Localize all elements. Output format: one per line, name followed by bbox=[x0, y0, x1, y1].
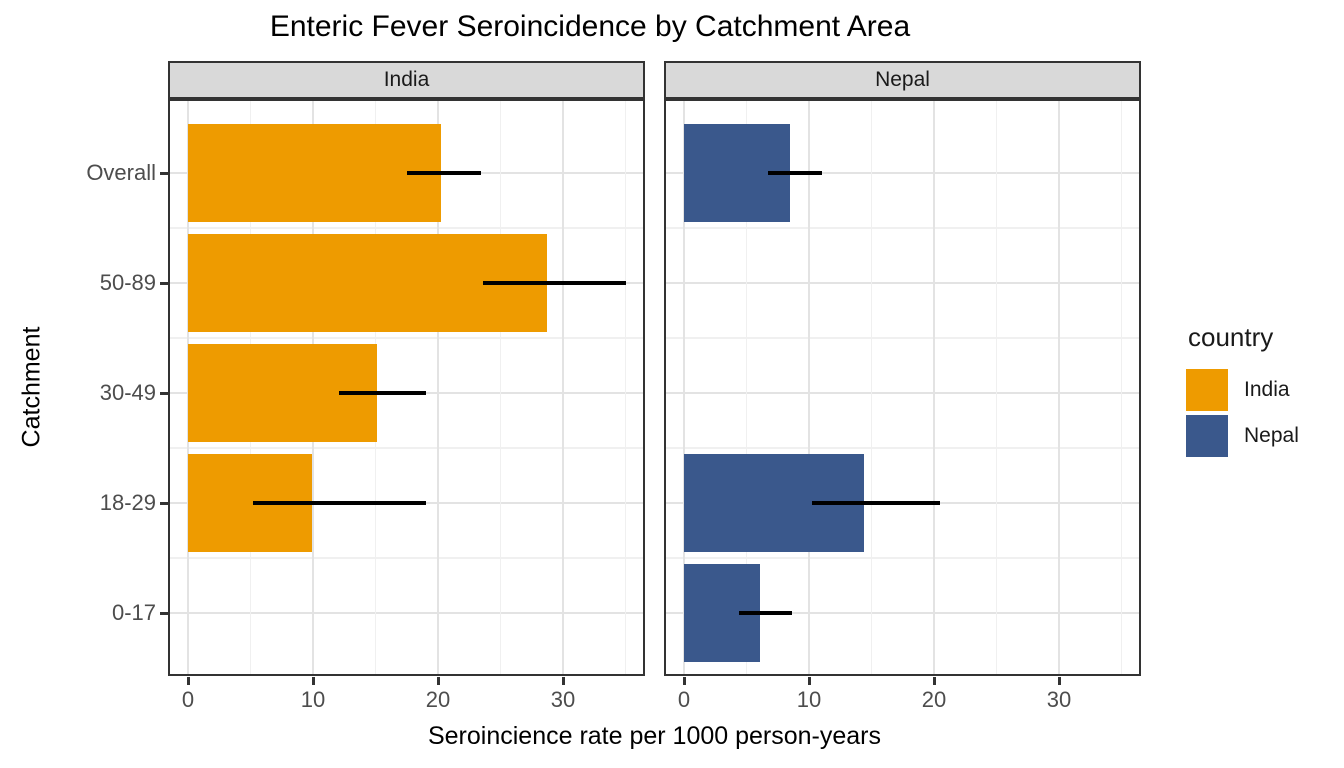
gridline-h-minor bbox=[666, 227, 1139, 229]
error-bar-nepal-overall bbox=[767, 171, 822, 175]
facet-strip-india: India bbox=[168, 61, 645, 99]
gridline-h-minor bbox=[170, 337, 643, 339]
legend-title: country bbox=[1188, 322, 1274, 352]
x-axis-tick bbox=[1057, 677, 1061, 685]
y-tick-label: 50-89 bbox=[99, 270, 156, 295]
x-tick-label: 10 bbox=[300, 687, 326, 712]
error-bar-india-18-29 bbox=[253, 501, 426, 505]
x-tick-label: 20 bbox=[921, 687, 947, 712]
y-tick-label: Overall bbox=[86, 160, 156, 185]
bar-india-overall bbox=[188, 124, 441, 222]
y-tick-label: 30-49 bbox=[99, 380, 156, 405]
gridline-v-minor bbox=[1120, 101, 1123, 674]
gridline-v-major bbox=[933, 101, 935, 674]
legend-label-nepal: Nepal bbox=[1244, 424, 1299, 447]
y-axis-tick bbox=[160, 281, 168, 285]
legend: country India Nepal bbox=[1186, 322, 1344, 461]
x-axis-tick bbox=[311, 677, 315, 685]
x-tick-label: 30 bbox=[1046, 687, 1072, 712]
panel-nepal bbox=[664, 99, 1141, 676]
x-tick-label: 10 bbox=[796, 687, 822, 712]
y-tick-label: 18-29 bbox=[99, 490, 156, 515]
error-bar-india-30-49 bbox=[339, 391, 426, 395]
y-axis-tick bbox=[160, 611, 168, 615]
gridline-h-minor bbox=[170, 447, 643, 449]
gridline-h-major bbox=[666, 172, 1139, 174]
error-bar-india-overall bbox=[406, 171, 481, 175]
error-bar-india-50-89 bbox=[483, 281, 626, 285]
gridline-v-minor bbox=[624, 101, 627, 674]
gridline-h-minor bbox=[170, 557, 643, 559]
legend-item-nepal: Nepal bbox=[1186, 415, 1344, 457]
error-bar-nepal-18-29 bbox=[811, 501, 941, 505]
gridline-h-major bbox=[170, 612, 643, 614]
facet-strip-india-label: India bbox=[383, 68, 430, 91]
gridline-v-major bbox=[1058, 101, 1060, 674]
x-axis-tick bbox=[932, 677, 936, 685]
y-axis-tick bbox=[160, 171, 168, 175]
chart-title: Enteric Fever Seroincidence by Catchment… bbox=[269, 10, 911, 43]
facet-strip-nepal: Nepal bbox=[664, 61, 1141, 99]
x-axis-tick bbox=[186, 677, 190, 685]
x-tick-label: 0 bbox=[181, 687, 195, 712]
legend-key-nepal-swatch bbox=[1186, 415, 1228, 457]
gridline-v-minor bbox=[870, 101, 873, 674]
y-axis-tick bbox=[160, 391, 168, 395]
gridline-h-minor bbox=[666, 447, 1139, 449]
gridline-v-major bbox=[437, 101, 439, 674]
x-axis-title: Seroincience rate per 1000 person-years bbox=[427, 722, 882, 750]
x-tick-label: 30 bbox=[550, 687, 576, 712]
gridline-h-minor bbox=[170, 227, 643, 229]
legend-label-india: India bbox=[1244, 378, 1290, 401]
y-tick-label: 0-17 bbox=[111, 600, 156, 625]
error-bar-nepal-0-17 bbox=[739, 611, 792, 615]
gridline-v-major bbox=[683, 101, 685, 674]
gridline-h-major bbox=[666, 612, 1139, 614]
gridline-h-major bbox=[666, 392, 1139, 394]
x-axis-tick bbox=[436, 677, 440, 685]
x-axis-tick bbox=[807, 677, 811, 685]
gridline-h-major bbox=[666, 282, 1139, 284]
x-axis-tick bbox=[682, 677, 686, 685]
facet-strip-nepal-label: Nepal bbox=[875, 68, 930, 91]
gridline-h-minor bbox=[666, 557, 1139, 559]
legend-key-india-swatch bbox=[1186, 369, 1228, 411]
x-tick-label: 0 bbox=[677, 687, 691, 712]
gridline-v-minor bbox=[745, 101, 748, 674]
gridline-v-major bbox=[562, 101, 564, 674]
x-axis-tick bbox=[561, 677, 565, 685]
y-axis-tick bbox=[160, 501, 168, 505]
panel-india bbox=[168, 99, 645, 676]
legend-item-india: India bbox=[1186, 369, 1344, 411]
x-tick-label: 20 bbox=[425, 687, 451, 712]
gridline-h-minor bbox=[666, 337, 1139, 339]
gridline-v-minor bbox=[995, 101, 998, 674]
y-axis-title: Catchment bbox=[17, 326, 46, 448]
gridline-v-major bbox=[808, 101, 810, 674]
gridline-v-minor bbox=[499, 101, 502, 674]
